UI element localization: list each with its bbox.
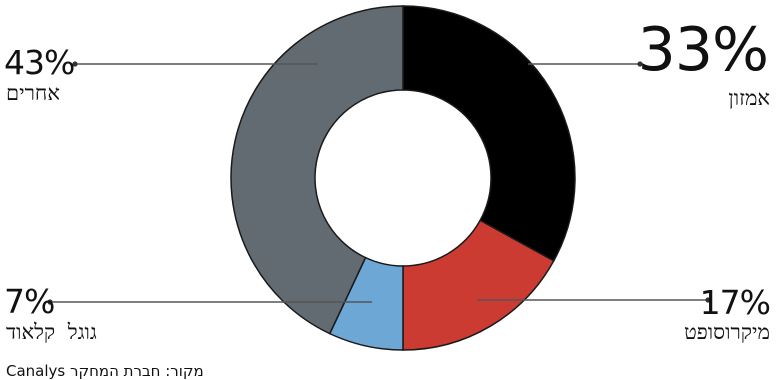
leader-dot-google-cloud [47, 299, 53, 305]
chart-source: מקור: חברת המחקר Canalys [6, 362, 204, 380]
slice-label-amazon: אמזון [728, 86, 770, 110]
slice-amazon [402, 5, 576, 262]
slice-label-google-cloud: גוגל קלאוד [6, 320, 97, 344]
slice-percent-others: 43% [4, 43, 75, 82]
slice-percent-amazon: 33% [637, 15, 769, 85]
leader-dot-amazon [637, 61, 643, 67]
slice-label-others: אחרים [6, 81, 60, 105]
slice-others [230, 5, 404, 335]
slice-percent-microsoft: 17% [699, 283, 771, 322]
leader-dot-microsoft [705, 297, 711, 303]
leader-dot-others [72, 61, 78, 67]
slice-label-microsoft: מיקרוסופט [684, 320, 770, 344]
leader-lines [47, 61, 711, 305]
slice-percent-google-cloud: 7% [4, 282, 55, 321]
slice-group [230, 5, 576, 351]
